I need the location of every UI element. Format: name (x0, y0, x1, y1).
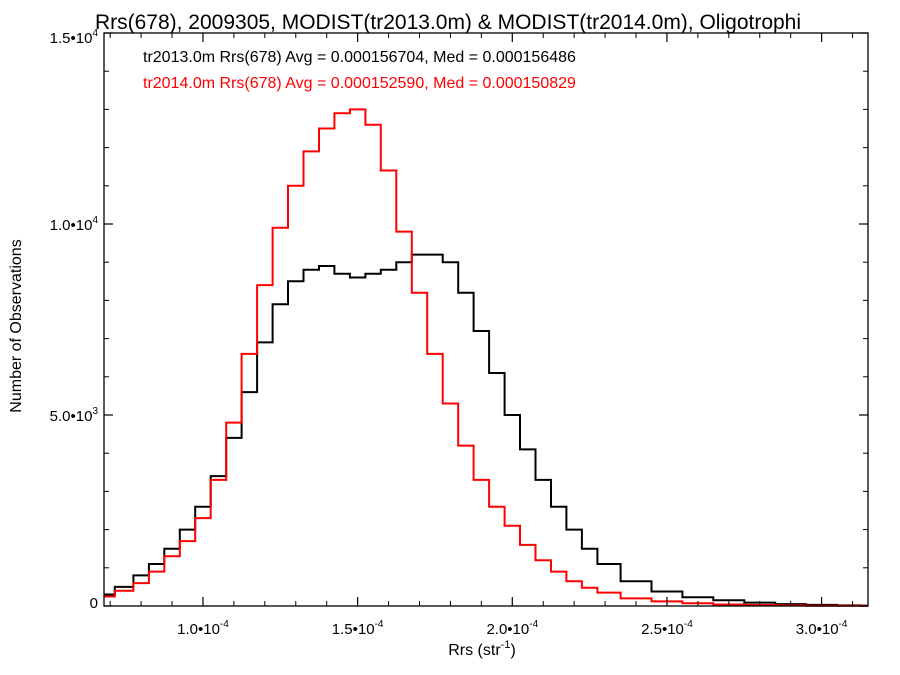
x-tick-label: 1.0•10-4 (177, 619, 229, 638)
x-tick-label-mantissa: 1.0•10 (177, 621, 220, 638)
y-tick-label-exponent: 4 (92, 215, 98, 226)
y-tick-label: 1.0•104 (50, 215, 99, 234)
series-line-1 (104, 253, 868, 607)
plot-frame (103, 32, 869, 607)
y-tick-label: 0 (90, 595, 98, 612)
y-tick-label-mantissa: 5.0•10 (50, 408, 93, 425)
y-axis-label: Number of Observations (8, 239, 25, 412)
y-tick-label: 1.5•104 (50, 28, 99, 47)
y-tick-label-mantissa: 0 (90, 595, 98, 612)
x-tick-label: 2.0•10-4 (486, 619, 538, 638)
legend-entry-1: tr2013.0m Rrs(678) Avg = 0.000156704, Me… (143, 49, 576, 66)
x-tick-label-mantissa: 2.0•10 (486, 621, 529, 638)
x-tick-label-exponent: -4 (375, 619, 384, 630)
x-axis-label-end: ) (510, 642, 515, 659)
y-tick-label-mantissa: 1.0•10 (50, 217, 93, 234)
legend: tr2013.0m Rrs(678) Avg = 0.000156704, Me… (143, 49, 576, 92)
series-layer (104, 108, 868, 607)
x-axis-label-main: Rrs (str (448, 642, 501, 659)
x-tick-label: 2.5•10-4 (641, 619, 693, 638)
x-tick-label: 3.0•10-4 (796, 619, 848, 638)
y-tick-label-exponent: 4 (92, 28, 98, 39)
x-tick-label-exponent: -4 (684, 619, 693, 630)
y-tick-label: 5.0•103 (50, 406, 99, 425)
legend-entry-2: tr2014.0m Rrs(678) Avg = 0.000152590, Me… (143, 75, 576, 92)
x-axis-label: Rrs (str-1) (448, 639, 516, 659)
x-tick-label-mantissa: 2.5•10 (641, 621, 684, 638)
x-tick-label-exponent: -4 (220, 619, 229, 630)
series-line-2 (104, 108, 868, 607)
y-tick-label-exponent: 3 (92, 406, 98, 417)
x-tick-label-exponent: -4 (839, 619, 848, 630)
x-axis-label-sup: -1 (501, 639, 511, 651)
x-tick-label-mantissa: 3.0•10 (796, 621, 839, 638)
y-tick-label-mantissa: 1.5•10 (50, 30, 93, 47)
x-tick-label-mantissa: 1.5•10 (332, 621, 375, 638)
x-axis: 1.0•10-4 1.5•10-4 2.0•10-4 2.5•10-4 3.0•10-4 (109, 33, 854, 638)
x-tick-label-exponent: -4 (529, 619, 538, 630)
chart-title: Rrs(678), 2009305, MODIST(tr2013.0m) & M… (95, 11, 801, 34)
x-tick-label: 1.5•10-4 (332, 619, 384, 638)
